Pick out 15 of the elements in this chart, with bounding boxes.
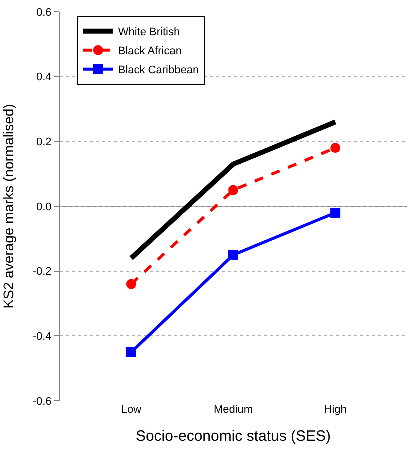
x-tick-label: Low [121,404,142,416]
y-tick-label: -0.2 [32,266,52,278]
x-tick-label: Medium [214,404,254,416]
legend-label: Black African [118,46,182,58]
legend-label: Black Caribbean [118,64,200,77]
x-tick-label: High [324,404,347,416]
y-axis-title: KS2 average marks (normalised) [0,104,16,309]
legend-label: White British [118,26,180,39]
x-axis-title: Socio-economic status (SES) [136,428,332,445]
y-tick-label: 0.0 [36,201,52,214]
y-tick-label: 0.6 [36,6,52,19]
y-tick-label: 0.4 [36,72,52,84]
y-tick-label: -0.4 [32,331,52,344]
y-tick-label: -0.6 [32,396,52,408]
y-tick-label: 0.2 [36,136,52,149]
